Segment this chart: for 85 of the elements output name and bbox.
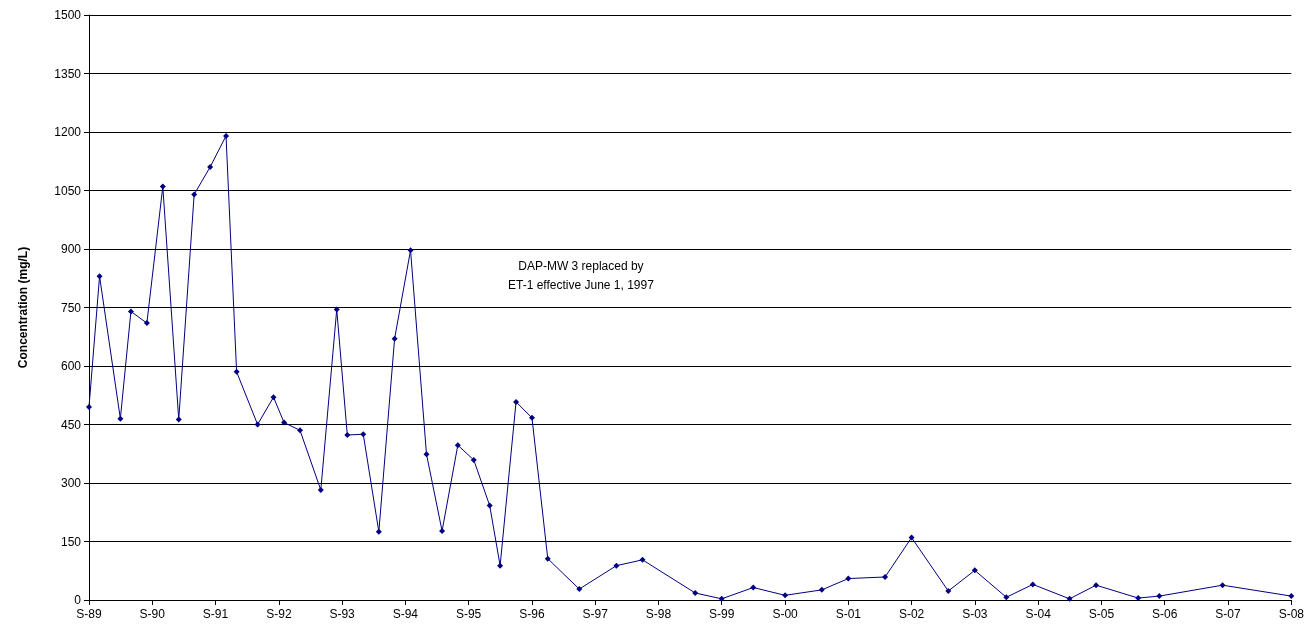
point [297, 427, 304, 434]
y-tick-label: 0 [74, 593, 82, 607]
annotation: DAP-MW 3 replaced by ET-1 effective June 1, 1997 [508, 258, 655, 292]
point [576, 586, 583, 593]
point [391, 335, 398, 342]
point [281, 419, 288, 426]
point [1135, 595, 1142, 602]
x-tick-label: S-06 [1152, 607, 1178, 621]
x-tick-label: S-99 [709, 607, 735, 621]
point [818, 586, 825, 593]
point [513, 398, 520, 405]
y-tick-label: 450 [60, 417, 82, 432]
point [96, 273, 103, 280]
point [692, 589, 699, 596]
y-tick-label: 1500 [54, 8, 82, 22]
x-tick-label: S-03 [962, 607, 988, 621]
point [497, 562, 504, 569]
point [613, 562, 620, 569]
point [718, 595, 725, 602]
point [191, 191, 198, 198]
x-tick-label: S-97 [582, 607, 609, 621]
x-tick-label: S-01 [835, 607, 862, 621]
point [639, 556, 646, 563]
point [117, 415, 124, 422]
x-tick-label: S-02 [898, 607, 925, 621]
x-tick-label: S-96 [519, 607, 545, 621]
y-axis-title: Concentration (mg/L) [16, 246, 30, 369]
point [1029, 581, 1036, 588]
point [333, 306, 340, 313]
y-tick-label: 300 [60, 476, 82, 490]
point [470, 456, 477, 463]
x-tick-label: S-92 [266, 607, 292, 621]
point [407, 247, 414, 254]
point [1093, 582, 1100, 589]
x-tick-label: S-95 [455, 607, 482, 621]
point [782, 592, 789, 599]
point [845, 575, 852, 582]
point [528, 414, 535, 421]
point [207, 164, 214, 171]
x-tick-label: S-05 [1088, 607, 1115, 621]
point [344, 432, 351, 439]
x-tick-label: S-90 [139, 607, 166, 621]
point [159, 183, 166, 190]
point [945, 588, 952, 595]
point [317, 487, 324, 494]
point [882, 573, 889, 580]
point [544, 555, 551, 562]
x-tick-label: S-91 [202, 607, 229, 621]
point [1288, 593, 1295, 600]
y-tick-label: 1050 [54, 183, 82, 198]
point [270, 394, 277, 401]
point [375, 528, 382, 535]
y-tick-label: 600 [60, 359, 82, 373]
x-tick-label: S-07 [1215, 607, 1241, 621]
x-tick-label: S-04 [1025, 607, 1052, 621]
point [486, 502, 493, 509]
y-tick-label: 150 [60, 534, 82, 549]
point [1156, 593, 1163, 600]
x-tick-label: S-98 [645, 607, 672, 621]
y-tick-label: 750 [60, 300, 82, 315]
point [127, 308, 134, 315]
x-tick-label: S-93 [329, 607, 356, 621]
point [439, 527, 446, 534]
point [423, 451, 430, 458]
y-tick-label: 1200 [54, 125, 82, 139]
point [254, 421, 261, 428]
x-tick-label: S-08 [1278, 607, 1305, 621]
point [454, 442, 461, 449]
x-tick-label: S-00 [772, 607, 799, 621]
point [908, 534, 915, 541]
y-tick-label: 900 [60, 242, 82, 256]
x-tick-label: S-89 [76, 607, 102, 621]
point [360, 431, 367, 438]
point [86, 403, 92, 410]
point [1003, 594, 1010, 601]
point [750, 584, 757, 591]
point [971, 567, 978, 574]
point [1219, 582, 1226, 589]
point [233, 368, 240, 375]
x-tick-label: S-94 [392, 607, 419, 621]
point [223, 132, 230, 139]
point [175, 416, 182, 423]
point [143, 320, 150, 327]
y-tick-label: 1350 [54, 66, 82, 81]
point [1066, 595, 1073, 602]
